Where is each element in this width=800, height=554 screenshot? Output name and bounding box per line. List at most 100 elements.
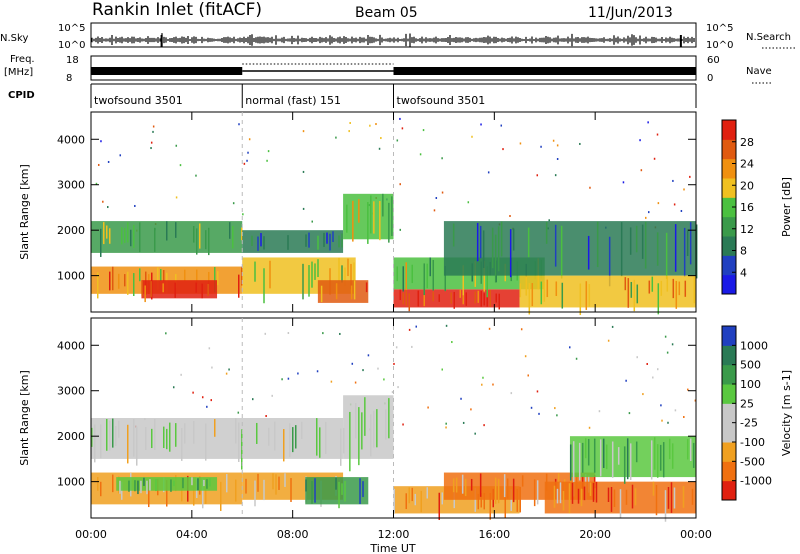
scatter-cell — [322, 332, 324, 335]
scatter-cell — [482, 376, 484, 379]
scatter-cell — [530, 406, 533, 409]
colorbar-segment — [722, 403, 736, 424]
scatter-cell — [206, 405, 208, 408]
echo-cell — [644, 221, 647, 269]
echo-cell — [311, 481, 313, 504]
scatter-cell — [671, 343, 674, 346]
scatter-cell — [391, 391, 394, 394]
scatter-cell — [287, 332, 290, 335]
echo-cell — [503, 474, 506, 498]
echo-cell — [516, 488, 518, 512]
cpid-segment-label: twofsound 3501 — [397, 94, 486, 107]
scatter-cell — [396, 139, 399, 142]
echo-cell — [671, 443, 674, 469]
echo-band — [305, 477, 369, 505]
echo-cell — [121, 227, 123, 245]
echo-cell — [528, 283, 531, 315]
y-tick-label: 3000 — [57, 179, 85, 192]
echo-cell — [479, 473, 482, 497]
echo-cell — [347, 258, 349, 277]
scatter-cell — [192, 391, 194, 394]
echo-cell — [432, 259, 434, 291]
scatter-cell — [302, 207, 305, 210]
scatter-cell — [451, 341, 453, 344]
echo-cell — [128, 480, 130, 492]
echo-cell — [396, 266, 398, 282]
echo-cell — [166, 221, 168, 241]
nsky-spike — [91, 33, 695, 47]
scatter-cell — [625, 379, 627, 382]
colorbar-segment — [722, 345, 736, 366]
echo-cell — [611, 441, 614, 478]
y-axis-label: Slant Range [km] — [18, 370, 31, 466]
echo-cell — [405, 289, 407, 306]
power-panel: 1000 2000 3000 4000 Slant Range [km] 4 8 12 16 20… — [18, 111, 793, 316]
scatter-cell — [445, 422, 447, 425]
scatter-cell — [524, 355, 527, 358]
scatter-cell — [471, 135, 473, 138]
echo-cell — [272, 473, 274, 490]
echo-cell — [562, 490, 565, 511]
echo-cell — [103, 222, 105, 245]
scatter-cell — [107, 206, 109, 209]
echo-cell — [268, 427, 270, 446]
echo-cell — [675, 280, 678, 309]
scatter-cell — [540, 145, 542, 148]
echo-cell — [579, 283, 582, 316]
freq-panel: Freq. [MHz] 18 8 60 0 Nave — [4, 54, 772, 84]
x-tick-label: 04:00 — [176, 528, 208, 541]
echo-cell — [193, 225, 195, 243]
scatter-cell — [674, 409, 677, 412]
echo-cell — [295, 425, 297, 449]
scatter-cell — [302, 170, 305, 173]
echo-cell — [631, 484, 634, 509]
nsearch-label: N.Search — [746, 32, 791, 43]
echo-cell — [205, 423, 207, 461]
echo-cell — [554, 224, 557, 267]
scatter-cell — [179, 164, 182, 167]
scatter-cell — [673, 203, 676, 206]
echo-cell — [154, 419, 156, 450]
echo-cell — [155, 479, 157, 492]
echo-cell — [373, 410, 375, 448]
echo-cell — [181, 427, 183, 461]
scatter-cell — [246, 159, 248, 162]
scatter-cell — [415, 325, 418, 328]
scatter-cell — [264, 332, 267, 335]
echo-cell — [317, 235, 319, 250]
echo-cell — [232, 225, 234, 249]
echo-cell — [361, 412, 363, 450]
echo-cell — [256, 422, 258, 444]
scatter-cell — [556, 158, 559, 161]
scatter-cell — [378, 147, 381, 150]
scatter-cell — [683, 188, 685, 191]
echo-cell — [653, 437, 656, 470]
echo-cell — [214, 419, 216, 437]
freq-tick-bottom: 8 — [66, 73, 72, 84]
scatter-cell — [399, 183, 401, 186]
scatter-cell — [419, 153, 422, 156]
scatter-cell — [462, 421, 465, 424]
echo-cell — [587, 235, 590, 270]
scatter-cell — [640, 169, 643, 172]
echo-cell — [245, 478, 247, 494]
echo-cell — [546, 279, 549, 298]
echo-cell — [305, 234, 307, 247]
colorbar-tick-label: -25 — [740, 417, 758, 430]
scatter-cell — [656, 133, 659, 136]
echo-cell — [411, 487, 413, 502]
echo-cell — [311, 261, 313, 288]
scatter-cell — [402, 423, 404, 426]
scatter-cell — [433, 209, 436, 212]
scatter-cell — [165, 332, 167, 335]
echo-cell — [588, 284, 591, 307]
echo-cell — [656, 232, 659, 266]
scatter-cell — [266, 159, 268, 162]
echo-cell — [373, 201, 375, 234]
echo-cell — [209, 478, 211, 487]
echo-cell — [426, 487, 428, 499]
echo-cell — [136, 426, 138, 466]
echo-cell — [344, 480, 346, 502]
scatter-cell — [435, 197, 438, 200]
echo-cell — [112, 418, 114, 448]
